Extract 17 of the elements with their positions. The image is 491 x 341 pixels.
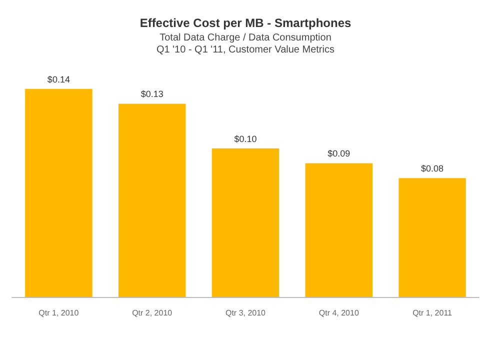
data-label: $0.09 xyxy=(328,148,350,159)
chart-subtitle: Total Data Charge / Data Consumption Q1 '10 - Q1 '11, Customer Value Metrics xyxy=(156,32,334,56)
x-tick-label: Qtr 2, 2010 xyxy=(132,308,173,318)
x-tick-label: Qtr 4, 2010 xyxy=(318,308,360,318)
data-label: $0.14 xyxy=(47,74,70,84)
bar xyxy=(305,163,373,297)
chart-title: Effective Cost per MB - Smartphones xyxy=(140,16,352,30)
bar xyxy=(212,148,280,297)
bar xyxy=(398,178,466,297)
bar xyxy=(118,104,186,297)
x-tick-label: Qtr 1, 2010 xyxy=(38,308,80,318)
x-tick-label: Qtr 1, 2011 xyxy=(412,308,453,318)
data-label: $0.13 xyxy=(140,89,164,100)
x-tick-label: Qtr 3, 2010 xyxy=(225,308,266,318)
bar xyxy=(25,88,92,297)
data-label: $0.10 xyxy=(234,134,257,144)
data-label: $0.08 xyxy=(421,164,444,174)
